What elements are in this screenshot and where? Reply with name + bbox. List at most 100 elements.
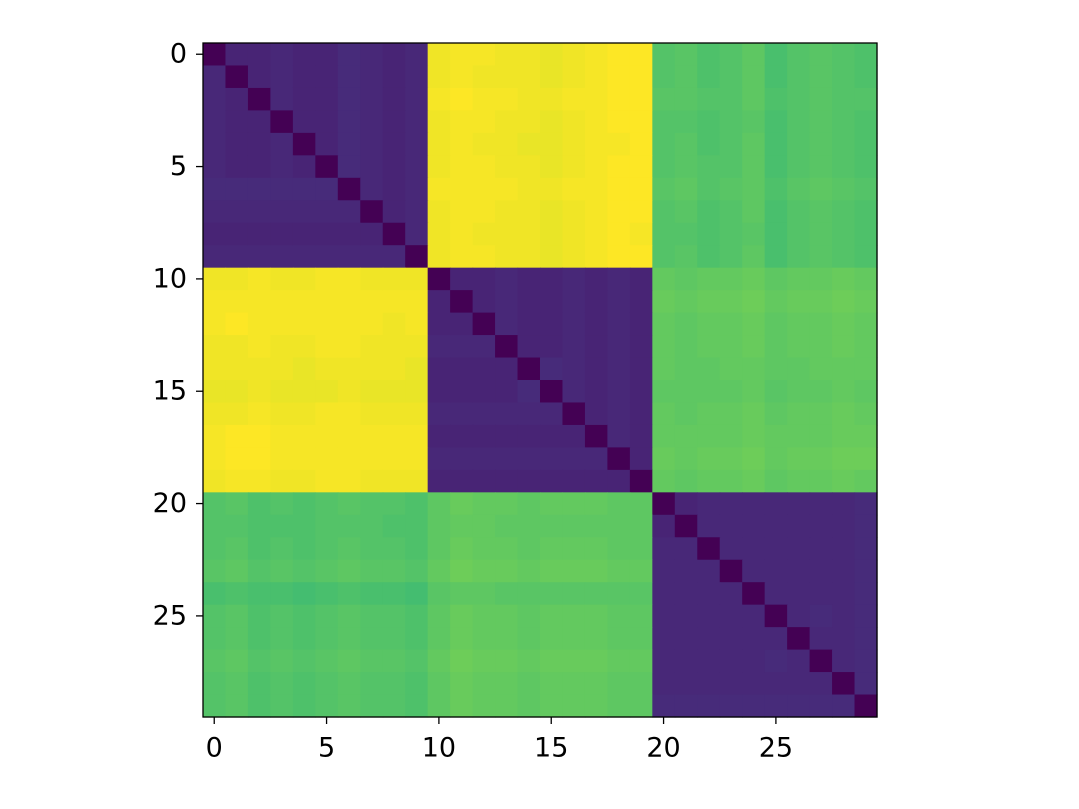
heatmap-cell bbox=[382, 604, 406, 628]
heatmap-cell bbox=[247, 312, 271, 336]
heatmap-cell bbox=[360, 222, 384, 246]
heatmap-cell bbox=[405, 649, 429, 673]
heatmap-cell bbox=[854, 424, 878, 448]
heatmap-cell bbox=[292, 649, 316, 673]
heatmap-cell bbox=[607, 604, 631, 628]
heatmap-cell bbox=[832, 469, 856, 493]
heatmap-cell bbox=[607, 514, 631, 538]
heatmap-cell bbox=[517, 43, 541, 67]
heatmap-cell bbox=[652, 132, 676, 156]
heatmap-cell bbox=[450, 672, 474, 696]
heatmap-cell bbox=[629, 357, 653, 381]
heatmap-cell bbox=[629, 424, 653, 448]
heatmap-cell bbox=[472, 65, 496, 89]
heatmap-cell bbox=[517, 672, 541, 696]
heatmap-cell bbox=[472, 582, 496, 606]
heatmap-cell bbox=[382, 222, 406, 246]
heatmap-cell bbox=[495, 290, 519, 314]
heatmap-cell bbox=[607, 267, 631, 291]
heatmap-cell bbox=[809, 582, 833, 606]
heatmap-cell bbox=[674, 694, 698, 718]
heatmap-cell bbox=[472, 245, 496, 269]
heatmap-cell bbox=[203, 402, 227, 426]
heatmap-cell bbox=[203, 424, 227, 448]
heatmap-cell bbox=[809, 604, 833, 628]
heatmap-cell bbox=[697, 582, 721, 606]
heatmap-cell bbox=[854, 267, 878, 291]
heatmap-cell bbox=[674, 402, 698, 426]
heatmap-cell bbox=[450, 582, 474, 606]
heatmap-cell bbox=[247, 694, 271, 718]
heatmap-cell bbox=[495, 402, 519, 426]
heatmap-cell bbox=[315, 290, 339, 314]
heatmap-cell bbox=[854, 447, 878, 471]
heatmap-cell bbox=[540, 155, 564, 179]
heatmap-cell bbox=[382, 87, 406, 111]
heatmap-cell bbox=[225, 335, 249, 359]
heatmap-cell bbox=[495, 43, 519, 67]
heatmap-cell bbox=[427, 424, 451, 448]
heatmap-cell bbox=[854, 290, 878, 314]
heatmap-cell bbox=[652, 380, 676, 404]
heatmap-cell bbox=[495, 335, 519, 359]
heatmap-cell bbox=[405, 672, 429, 696]
heatmap-cell bbox=[742, 177, 766, 201]
heatmap-cell bbox=[247, 492, 271, 516]
heatmap-cell bbox=[517, 514, 541, 538]
heatmap-cell bbox=[472, 155, 496, 179]
heatmap-cell bbox=[742, 200, 766, 224]
heatmap-cell bbox=[652, 627, 676, 651]
heatmap-cell bbox=[697, 65, 721, 89]
heatmap-cell bbox=[360, 380, 384, 404]
heatmap-cell bbox=[832, 335, 856, 359]
heatmap-cell bbox=[203, 694, 227, 718]
heatmap-cell bbox=[382, 537, 406, 561]
heatmap-cell bbox=[270, 582, 294, 606]
heatmap-cell bbox=[697, 43, 721, 67]
heatmap-cell bbox=[360, 447, 384, 471]
heatmap-cell bbox=[607, 672, 631, 696]
heatmap-cell bbox=[517, 447, 541, 471]
heatmap-cell bbox=[315, 312, 339, 336]
heatmap-cell bbox=[315, 222, 339, 246]
heatmap-cell bbox=[629, 222, 653, 246]
heatmap-cell bbox=[382, 492, 406, 516]
heatmap-cell bbox=[270, 672, 294, 696]
heatmap-cell bbox=[247, 43, 271, 67]
heatmap-cell bbox=[854, 559, 878, 583]
heatmap-cell bbox=[607, 222, 631, 246]
heatmap-cell bbox=[629, 335, 653, 359]
heatmap-cell bbox=[854, 492, 878, 516]
heatmap-cell bbox=[382, 469, 406, 493]
heatmap-cell bbox=[652, 222, 676, 246]
heatmap-cell bbox=[337, 627, 361, 651]
heatmap-cell bbox=[652, 402, 676, 426]
heatmap-cell bbox=[562, 65, 586, 89]
heatmap-cell bbox=[607, 290, 631, 314]
heatmap-cell bbox=[697, 559, 721, 583]
heatmap-cell bbox=[315, 267, 339, 291]
heatmap-cell bbox=[203, 267, 227, 291]
heatmap-cell bbox=[697, 627, 721, 651]
heatmap-cell bbox=[652, 335, 676, 359]
heatmap-cell bbox=[629, 537, 653, 561]
heatmap-cell bbox=[652, 559, 676, 583]
heatmap-cell bbox=[247, 447, 271, 471]
heatmap-cell bbox=[787, 537, 811, 561]
heatmap-cell bbox=[270, 222, 294, 246]
heatmap-cell bbox=[292, 132, 316, 156]
heatmap-cell bbox=[787, 672, 811, 696]
heatmap-cell bbox=[742, 492, 766, 516]
heatmap-cell bbox=[495, 380, 519, 404]
heatmap-cell bbox=[292, 537, 316, 561]
heatmap-cell bbox=[787, 245, 811, 269]
heatmap-cell bbox=[562, 110, 586, 134]
heatmap-cell bbox=[360, 559, 384, 583]
heatmap-cell bbox=[607, 155, 631, 179]
heatmap-cell bbox=[540, 312, 564, 336]
heatmap-cell bbox=[292, 380, 316, 404]
heatmap-cell bbox=[809, 155, 833, 179]
heatmap-cell bbox=[203, 447, 227, 471]
heatmap-cell bbox=[337, 559, 361, 583]
heatmap-cell bbox=[540, 65, 564, 89]
